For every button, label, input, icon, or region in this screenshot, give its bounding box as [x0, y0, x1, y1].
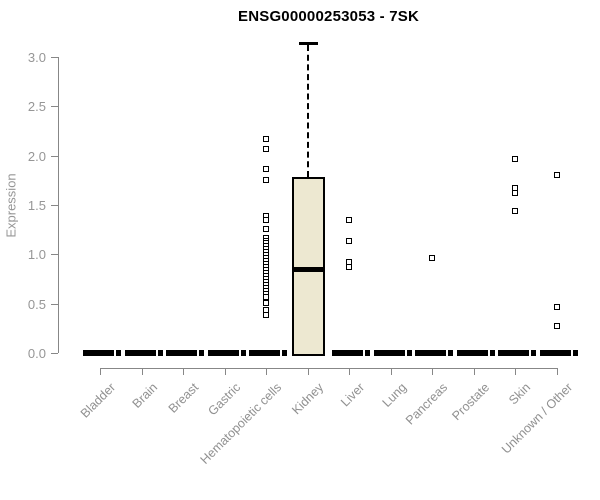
y-tick-label: 0.5 [27, 296, 46, 312]
y-tick-label: 2.5 [27, 99, 46, 115]
outlier-point [263, 299, 270, 306]
y-tick-label: 1.5 [27, 197, 46, 213]
x-tick-label-kidney: Kidney [288, 380, 326, 418]
outlier-point [263, 225, 270, 232]
x-tick [390, 368, 392, 375]
x-tick-label-pancreas: Pancreas [403, 380, 451, 428]
outlier-point [263, 145, 270, 152]
x-tick [307, 368, 309, 375]
zero-bar [456, 350, 488, 356]
whisker-cap [298, 42, 318, 46]
outlier-point [512, 155, 519, 162]
outlier-point [346, 264, 353, 271]
zero-marker [365, 350, 371, 356]
box [291, 177, 325, 356]
outlier-point [553, 303, 560, 310]
outlier-point [263, 166, 270, 173]
median-line [291, 267, 325, 273]
zero-marker [157, 350, 163, 356]
zero-marker [531, 350, 537, 356]
outlier-point [512, 207, 519, 214]
x-tick-label-lung: Lung [379, 380, 410, 410]
zero-bar [415, 350, 447, 356]
outlier-point [512, 190, 519, 197]
x-tick [473, 368, 475, 375]
zero-marker [199, 350, 205, 356]
y-tick [51, 155, 58, 157]
x-tick-label-skin: Skin [506, 380, 534, 408]
x-tick [183, 368, 185, 375]
x-tick-label-prostate: Prostate [449, 380, 493, 424]
zero-bar [373, 350, 405, 356]
y-tick [51, 303, 58, 305]
x-tick [100, 368, 101, 375]
x-tick-label-hematopoietic-cells: Hematopoietic cells [197, 380, 285, 467]
zero-marker [572, 350, 578, 356]
zero-bar [332, 350, 364, 356]
y-tick [51, 353, 58, 354]
x-tick-label-liver: Liver [338, 380, 368, 410]
outlier-point [429, 255, 436, 262]
zero-bar [207, 350, 239, 356]
zero-bar [539, 350, 571, 356]
x-tick [266, 368, 268, 375]
zero-bar [166, 350, 198, 356]
outlier-point [263, 293, 270, 300]
zero-bar [124, 350, 156, 356]
y-tick-label: 3.0 [27, 49, 46, 65]
x-tick-label-gastric: Gastric [204, 380, 243, 419]
y-tick-label: 2.0 [27, 148, 46, 164]
outlier-point [553, 323, 560, 330]
y-axis-line [58, 56, 59, 353]
x-tick [141, 368, 143, 375]
x-tick-label-breast: Breast [165, 380, 202, 416]
outlier-point [263, 311, 270, 318]
zero-marker [489, 350, 495, 356]
x-tick [432, 368, 434, 375]
y-tick [51, 254, 58, 256]
outlier-point [346, 237, 353, 244]
zero-bar [498, 350, 530, 356]
x-tick [515, 368, 517, 375]
zero-marker [116, 350, 121, 356]
zero-marker [406, 350, 412, 356]
zero-marker [240, 350, 246, 356]
x-tick-label-bladder: Bladder [77, 380, 119, 421]
x-axis-line [100, 368, 558, 369]
y-tick [51, 106, 58, 108]
y-tick-label: 1.0 [27, 247, 46, 263]
chart-title: ENSG00000253053 - 7SK [238, 8, 419, 25]
zero-marker [448, 350, 454, 356]
y-tick [51, 56, 58, 58]
whisker [306, 45, 309, 178]
x-tick [556, 368, 558, 375]
y-tick-label: 0.0 [27, 346, 46, 361]
zero-marker [282, 350, 288, 356]
zero-bar [249, 350, 281, 356]
outlier-point [263, 135, 270, 142]
outlier-point [263, 177, 270, 184]
outlier-point [263, 216, 270, 223]
x-tick [224, 368, 226, 375]
y-tick [51, 204, 58, 206]
x-tick [349, 368, 351, 375]
outlier-point [346, 216, 353, 223]
x-tick-label-brain: Brain [129, 380, 160, 411]
outlier-point [553, 172, 560, 179]
zero-bar [83, 350, 114, 356]
